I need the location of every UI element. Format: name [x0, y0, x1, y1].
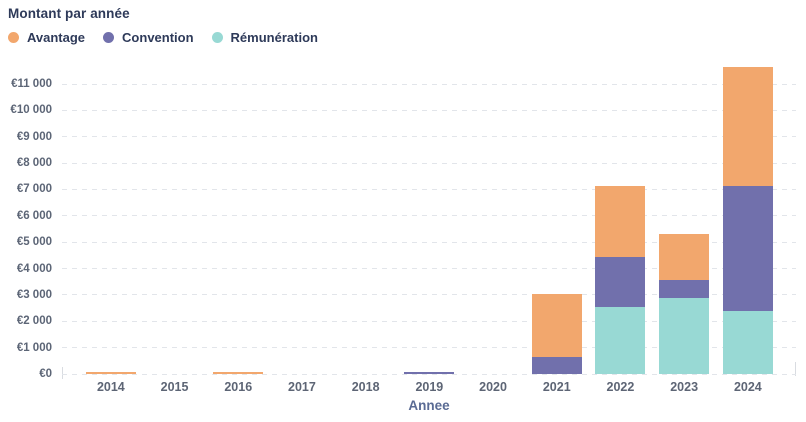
bar-segment-2021-convention[interactable] [531, 357, 582, 374]
bar-segment-2022-remuneration[interactable] [595, 306, 646, 374]
gridline [62, 268, 796, 270]
gridline [62, 162, 796, 164]
bar-segment-2016-avantage[interactable] [213, 372, 264, 374]
y-axis-tick-label: €0 [39, 368, 52, 380]
x-axis-title: Annee [408, 398, 450, 413]
y-axis-tick-label: €1 000 [16, 341, 52, 354]
y-axis-tick-label: €5 000 [16, 236, 52, 249]
y-axis-tick-label: €11 000 [11, 78, 52, 90]
gridline [62, 294, 796, 296]
x-axis-tick-label-2023: 2023 [670, 380, 699, 394]
gridline [62, 109, 796, 111]
gridline [62, 347, 796, 349]
legend-label: Avantage [27, 29, 86, 45]
gridline [62, 241, 796, 243]
y-axis-tick-label: €3 000 [16, 288, 52, 301]
gridline [62, 188, 796, 190]
x-axis-tick-label-2018: 2018 [351, 380, 380, 394]
bar-segment-2014-avantage[interactable] [85, 372, 136, 374]
bar-segment-2024-convention[interactable] [722, 185, 773, 311]
gridline [62, 136, 796, 138]
x-axis-left-tick [62, 367, 63, 379]
legend-dot-icon [211, 31, 223, 43]
bar-segment-2021-avantage[interactable] [531, 294, 582, 358]
chart-title: Montant par année [8, 6, 130, 21]
bar-segment-2023-remuneration[interactable] [659, 298, 710, 374]
y-axis-tick-label: €4 000 [16, 262, 52, 275]
x-axis-tick-label-2024: 2024 [733, 380, 762, 394]
x-axis-tick-label-2017: 2017 [288, 380, 316, 394]
y-axis-tick-label: €7 000 [16, 183, 52, 196]
gridline [62, 373, 796, 375]
x-axis-tick-label-2021: 2021 [542, 380, 571, 394]
bar-segment-2022-convention[interactable] [595, 257, 646, 307]
legend-label: Convention [122, 29, 194, 45]
x-axis-tick-label-2019: 2019 [415, 380, 444, 394]
legend: Avantage Convention Rémunération [8, 27, 318, 47]
bar-segment-2023-convention[interactable] [659, 280, 710, 299]
x-axis-tick-label-2022: 2022 [606, 380, 635, 394]
x-axis-tick-label-2015: 2015 [160, 380, 189, 394]
x-axis-tick-label-2020: 2020 [479, 380, 507, 394]
bar-segment-2023-avantage[interactable] [659, 233, 710, 281]
legend-item-remuneration[interactable]: Rémunération [211, 29, 318, 45]
gridline [62, 83, 796, 85]
bar-segment-2024-remuneration[interactable] [722, 310, 773, 374]
gridline [62, 215, 796, 217]
legend-item-convention[interactable]: Convention [103, 30, 194, 45]
x-axis-tick-label-2014: 2014 [96, 380, 125, 394]
bar-segment-2019-convention[interactable] [404, 372, 455, 374]
legend-item-avantage[interactable]: Avantage [8, 30, 85, 45]
legend-label: Rémunération [230, 29, 318, 45]
plot-area: €0 €1 000 €2 000 €3 000 €4 000 €5 000 €6 000 €7… [10, 66, 796, 394]
gridline [62, 320, 796, 322]
x-axis-right-tick [795, 362, 796, 376]
bar-segment-2024-avantage[interactable] [722, 66, 773, 186]
legend-dot-icon [103, 31, 115, 43]
legend-dot-icon [8, 31, 19, 43]
y-axis-tick-label: €2 000 [16, 315, 52, 328]
y-axis-tick-label: €8 000 [16, 157, 52, 170]
x-axis-tick-label-2016: 2016 [224, 380, 253, 394]
y-axis-tick-label: €9 000 [16, 130, 52, 143]
y-axis-tick-label: €6 000 [16, 209, 52, 222]
bar-segment-2022-avantage[interactable] [595, 185, 646, 258]
y-axis-tick-label: €10 000 [10, 104, 52, 117]
